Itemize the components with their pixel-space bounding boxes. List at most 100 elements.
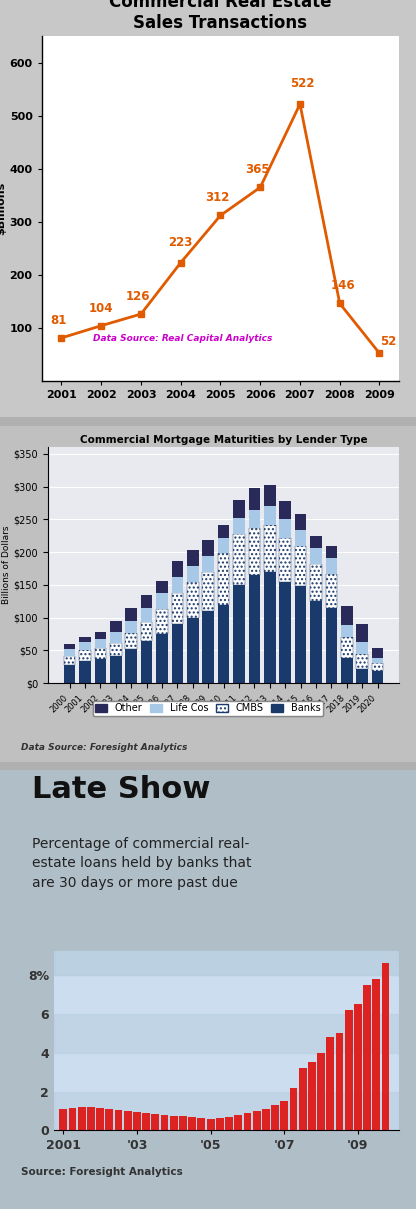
Bar (110, 643, 121, 655)
Bar (280, 1101, 288, 1130)
Bar (357, 669, 368, 683)
Bar (341, 637, 353, 658)
Bar (54, 1092, 399, 1130)
Bar (326, 545, 337, 559)
Text: 81: 81 (50, 314, 67, 326)
Bar (172, 577, 183, 592)
Title: Commercial Mortgage Maturities by Lender Type: Commercial Mortgage Maturities by Lender… (80, 435, 367, 445)
Bar (327, 1037, 334, 1130)
Bar (172, 624, 183, 683)
Text: 365: 365 (245, 163, 270, 177)
Bar (64, 665, 75, 683)
Text: Late Show: Late Show (32, 775, 210, 804)
Bar (198, 1118, 206, 1130)
Bar (203, 611, 214, 683)
Bar (54, 936, 399, 974)
Bar (290, 1088, 297, 1130)
Bar (372, 664, 384, 671)
Y-axis label: $Billions: $Billions (0, 181, 7, 236)
Bar (188, 1117, 196, 1130)
Bar (64, 649, 75, 655)
Bar (218, 525, 229, 538)
Bar (125, 649, 137, 683)
Bar (280, 538, 291, 582)
Bar (125, 608, 137, 621)
Bar (94, 632, 106, 638)
Text: Percentage of commercial real-
estate loans held by banks that
are 30 days or mo: Percentage of commercial real- estate lo… (32, 837, 251, 890)
Bar (354, 1003, 362, 1130)
Bar (295, 530, 306, 545)
Bar (249, 509, 260, 528)
Legend: Other, Life Cos, CMBS, Banks: Other, Life Cos, CMBS, Banks (92, 700, 324, 717)
Bar (203, 572, 214, 611)
Bar (345, 1010, 353, 1130)
Bar (142, 1113, 150, 1130)
Text: 223: 223 (168, 236, 193, 249)
Bar (110, 632, 121, 643)
Bar (326, 559, 337, 574)
Bar (156, 580, 168, 594)
Bar (249, 488, 260, 509)
Bar (264, 525, 275, 572)
Bar (59, 1109, 67, 1130)
Text: Source: Foresight Analytics: Source: Foresight Analytics (21, 1167, 183, 1178)
Bar (141, 608, 152, 623)
Text: 52: 52 (380, 335, 396, 348)
Bar (310, 536, 322, 548)
Bar (79, 650, 91, 661)
Bar (317, 1053, 325, 1130)
Text: 522: 522 (290, 77, 315, 91)
Bar (271, 1105, 279, 1130)
Bar (363, 984, 371, 1130)
Bar (94, 638, 106, 648)
Bar (187, 618, 198, 683)
Bar (79, 661, 91, 683)
Bar (78, 1107, 86, 1130)
Bar (233, 517, 245, 534)
Bar (357, 654, 368, 669)
Bar (249, 528, 260, 575)
Bar (372, 671, 384, 683)
Bar (172, 561, 183, 577)
Bar (341, 607, 353, 625)
Bar (187, 550, 198, 566)
Bar (264, 507, 275, 525)
Bar (141, 595, 152, 608)
Bar (243, 1113, 251, 1130)
Bar (105, 1109, 113, 1130)
Bar (310, 563, 322, 601)
Bar (326, 608, 337, 683)
Bar (233, 585, 245, 683)
Bar (207, 1118, 215, 1130)
Bar (310, 601, 322, 683)
Bar (203, 540, 214, 556)
Bar (218, 604, 229, 683)
Bar (110, 621, 121, 632)
Bar (96, 1107, 104, 1130)
Bar (264, 485, 275, 507)
Bar (336, 1034, 344, 1130)
Bar (125, 634, 137, 649)
Bar (87, 1107, 95, 1130)
Text: 104: 104 (89, 301, 114, 314)
Text: Data Source: Foresight Analytics: Data Source: Foresight Analytics (21, 742, 187, 752)
Bar (295, 545, 306, 586)
Bar (372, 648, 384, 658)
Bar (249, 575, 260, 683)
Bar (64, 655, 75, 665)
Bar (357, 642, 368, 654)
Bar (280, 520, 291, 538)
Bar (69, 1107, 77, 1130)
Bar (141, 623, 152, 641)
Bar (124, 1111, 131, 1130)
Bar (94, 659, 106, 683)
Bar (156, 609, 168, 634)
Bar (203, 556, 214, 572)
Bar (172, 592, 183, 624)
Bar (151, 1113, 159, 1130)
Bar (110, 655, 121, 683)
Bar (280, 582, 291, 683)
Bar (156, 594, 168, 609)
Bar (280, 501, 291, 520)
Bar (216, 1118, 224, 1130)
